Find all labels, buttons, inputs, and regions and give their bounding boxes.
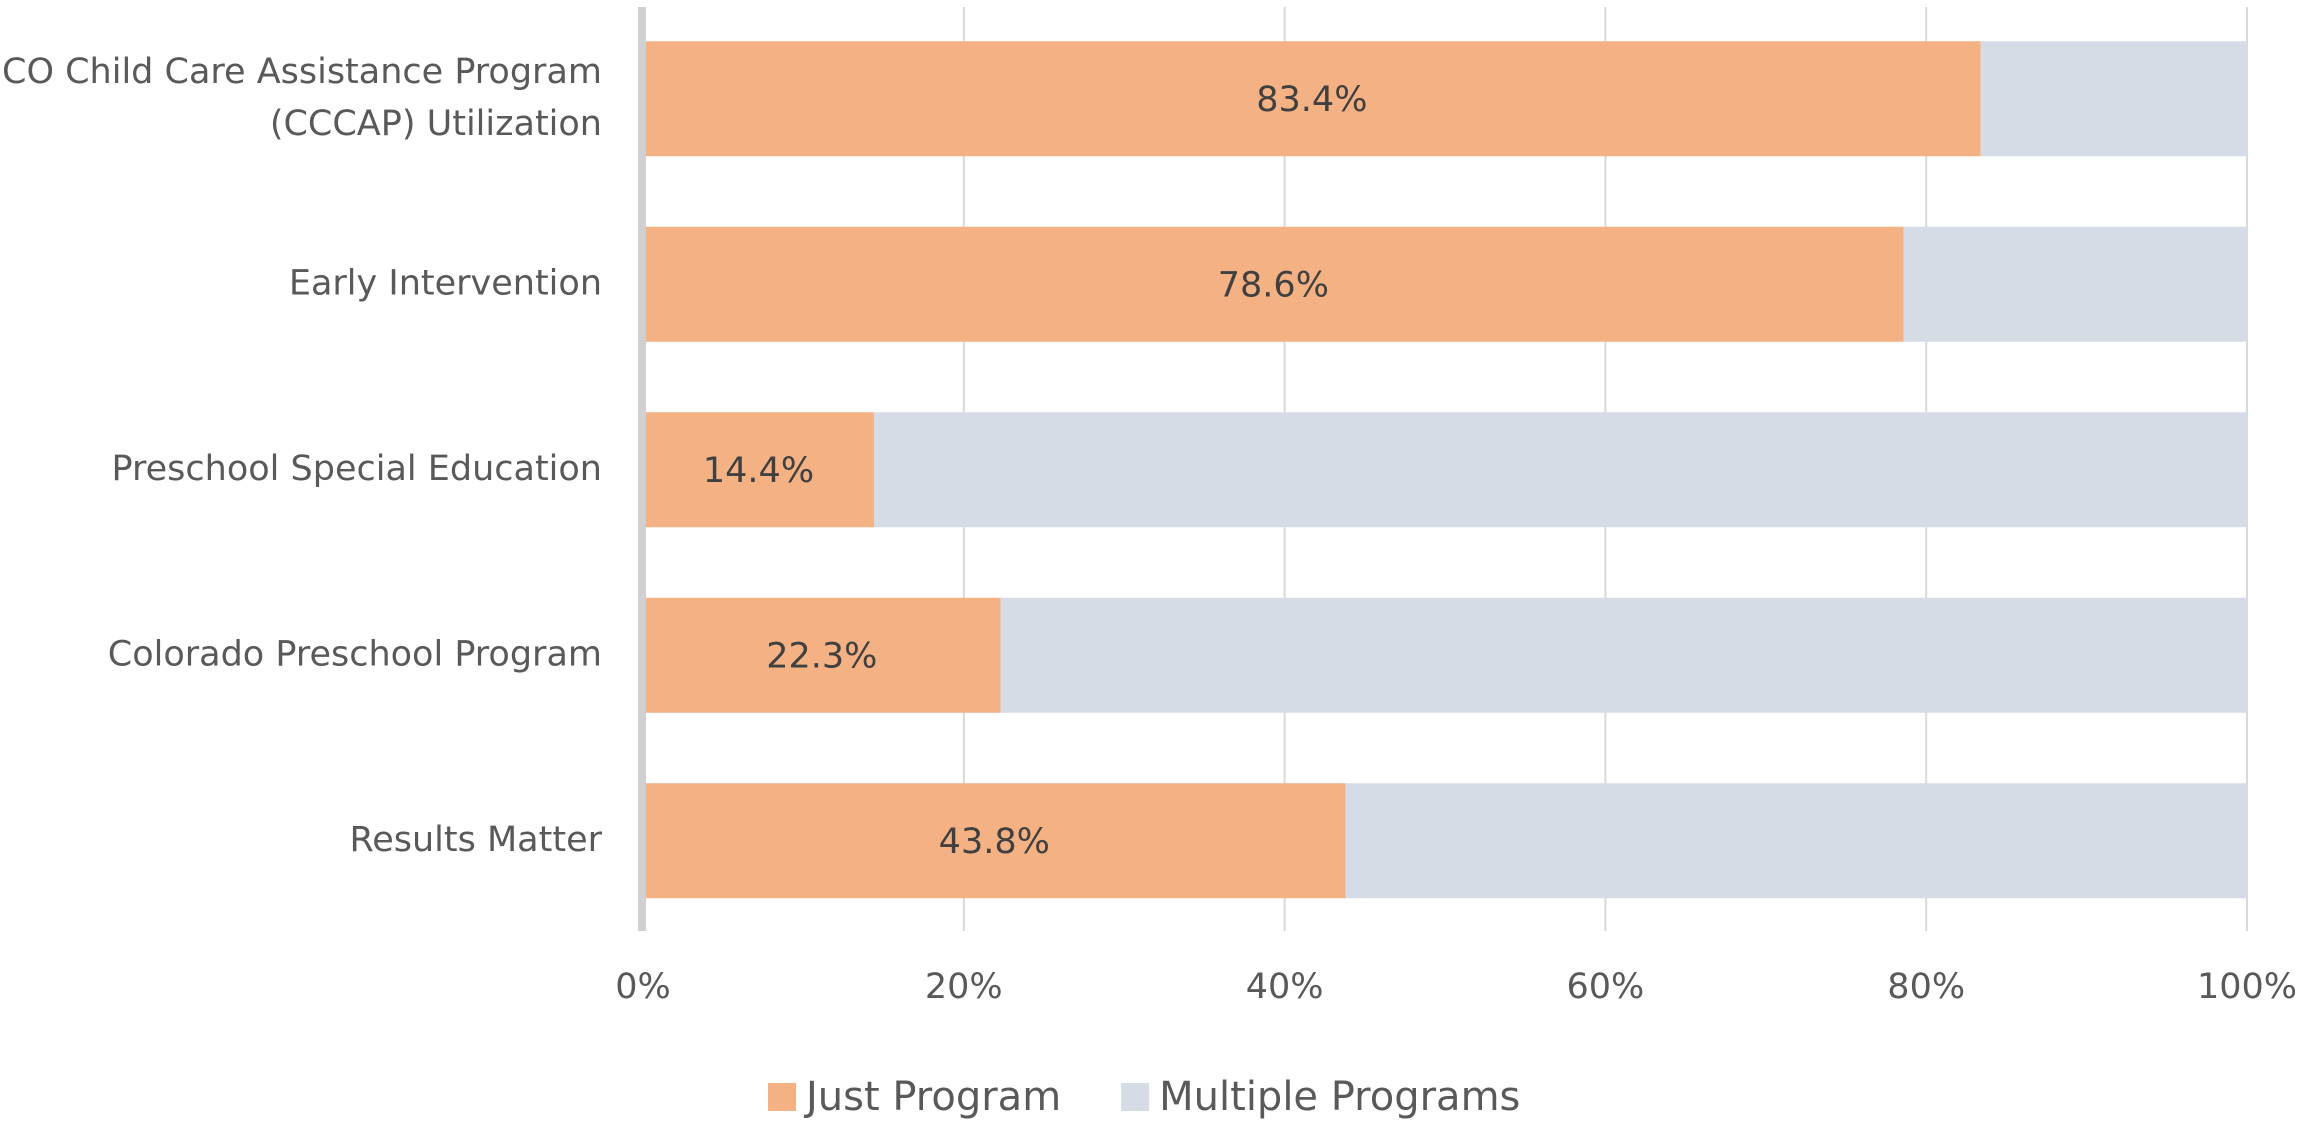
y-tick-label: Results Matter xyxy=(349,820,602,860)
y-tick-label: Early Intervention xyxy=(289,263,602,303)
legend-label: Just Program xyxy=(803,1074,1061,1120)
bar xyxy=(643,226,1904,342)
bar xyxy=(643,41,1981,157)
data-label: 43.8% xyxy=(939,822,1050,862)
bar xyxy=(643,597,1001,713)
data-label: 78.6% xyxy=(1218,265,1329,305)
legend-swatch xyxy=(1121,1083,1150,1111)
bar xyxy=(643,783,1346,899)
legend-swatch xyxy=(768,1083,796,1111)
y-tick-label: Preschool Special Education xyxy=(112,449,602,489)
data-label: 83.4% xyxy=(1256,80,1367,120)
bar xyxy=(1903,226,2247,342)
y-tick-label: CO Child Care Assistance Program (CCCAP) … xyxy=(2,52,602,144)
y-tick-label-line: CO Child Care Assistance Program xyxy=(2,52,602,92)
x-tick-label: 20% xyxy=(925,967,1003,1007)
y-tick-label-line: (CCCAP) Utilization xyxy=(270,104,602,144)
legend: Just Program Multiple Programs xyxy=(768,1074,1520,1120)
data-label: 14.4% xyxy=(703,451,814,491)
x-tick-label: 100% xyxy=(2197,967,2297,1007)
bar xyxy=(643,412,874,528)
bar xyxy=(1980,41,2247,157)
y-tick-label: Colorado Preschool Program xyxy=(108,634,602,674)
bar xyxy=(873,412,2247,528)
x-tick-label: 80% xyxy=(1887,967,1965,1007)
x-tick-label: 60% xyxy=(1567,967,1645,1007)
x-tick-label: 0% xyxy=(615,967,671,1007)
legend-label: Multiple Programs xyxy=(1159,1074,1520,1120)
data-label: 22.3% xyxy=(766,636,877,676)
bar xyxy=(1345,783,2247,899)
bar xyxy=(1000,597,2247,713)
x-tick-label: 40% xyxy=(1246,967,1324,1007)
